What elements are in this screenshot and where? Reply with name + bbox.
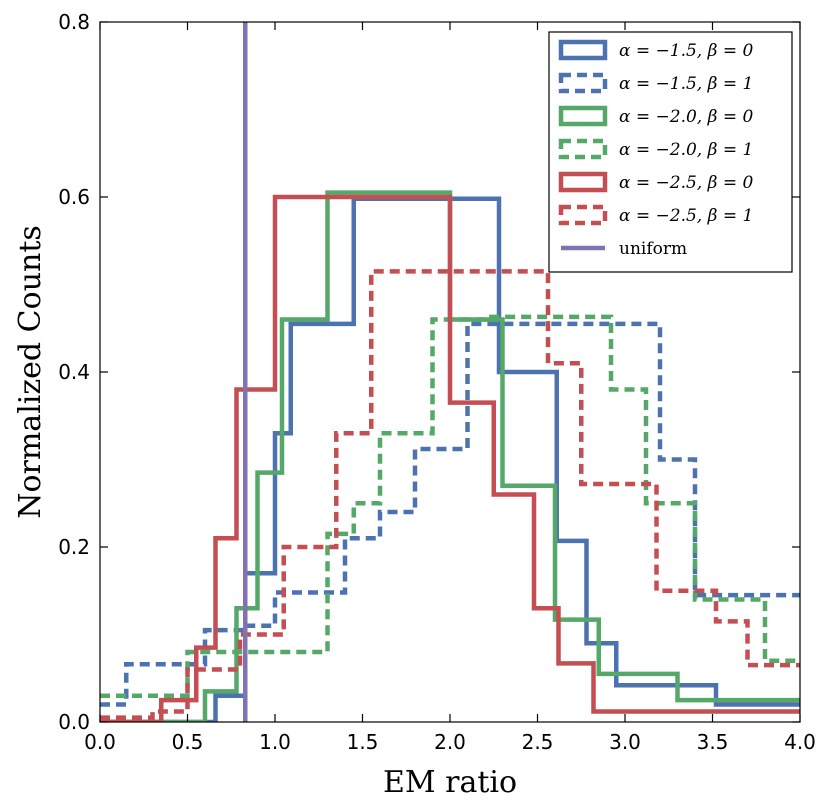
x-tick-label: 0.5 xyxy=(172,730,204,754)
legend-label-4: α = −2.0, β = 1 xyxy=(619,140,753,160)
x-tick-label: 2.5 xyxy=(522,730,554,754)
x-tick-label: 1.5 xyxy=(347,730,379,754)
x-tick-label: 3.5 xyxy=(697,730,729,754)
x-tick-label: 3.0 xyxy=(609,730,641,754)
legend-swatch-6 xyxy=(558,204,608,226)
legend-label-6: α = −2.5, β = 1 xyxy=(619,206,753,226)
x-tick-label: 1.0 xyxy=(259,730,291,754)
y-tick-label: 0.0 xyxy=(58,710,90,734)
legend-swatch-1 xyxy=(558,39,608,61)
x-axis-title: EM ratio xyxy=(383,765,517,800)
series-line-5 xyxy=(100,194,800,722)
legend-label-2: α = −1.5, β = 1 xyxy=(619,74,753,94)
legend-label-1: α = −1.5, β = 0 xyxy=(619,41,753,61)
legend-box xyxy=(548,31,793,273)
series-line-4 xyxy=(100,314,800,698)
legend-swatch-4 xyxy=(558,138,608,160)
y-tick-label: 0.4 xyxy=(58,360,90,384)
legend-swatch-2 xyxy=(558,72,608,94)
x-tick-label: 2.0 xyxy=(434,730,466,754)
legend-swatch-3 xyxy=(558,105,608,127)
legend-label-5: α = −2.5, β = 0 xyxy=(619,173,753,193)
tick-layer: 0.0 0.5 1.0 1.5 2.0 2.5 3.0 3.5 4.0 0.0 0.2 0.4 0.6 0… xyxy=(58,10,816,754)
legend-label-3: α = −2.0, β = 0 xyxy=(619,107,753,127)
y-axis-title: Normalized Counts xyxy=(13,225,48,519)
legend-label-7: uniform xyxy=(619,239,687,259)
series-line-6 xyxy=(100,269,800,720)
x-tick-label: 0.0 xyxy=(84,730,116,754)
y-tick-label: 0.6 xyxy=(58,185,90,209)
x-tick-label: 4.0 xyxy=(784,730,816,754)
y-tick-label: 0.8 xyxy=(58,10,90,34)
y-tick-label: 0.2 xyxy=(58,535,90,559)
legend-swatch-5 xyxy=(558,171,608,193)
legend: α = −1.5, β = 0 α = −1.5, β = 1 α = −2.0, … xyxy=(548,31,793,273)
